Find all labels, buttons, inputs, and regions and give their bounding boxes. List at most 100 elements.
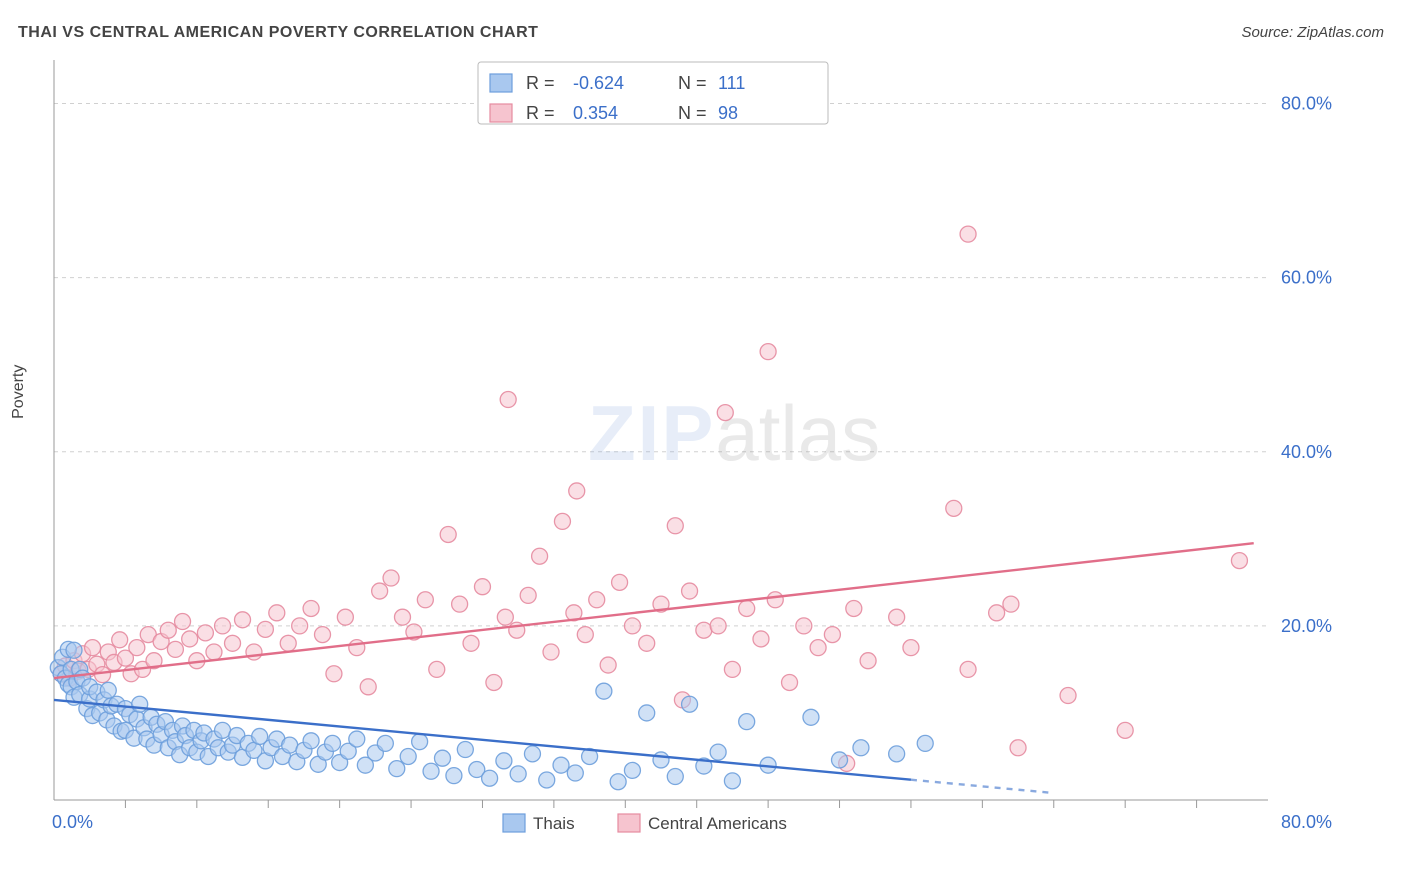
data-point xyxy=(860,653,876,669)
data-point xyxy=(394,609,410,625)
data-point xyxy=(325,735,341,751)
data-point xyxy=(412,734,428,750)
data-point xyxy=(682,583,698,599)
chart-title: THAI VS CENTRAL AMERICAN POVERTY CORRELA… xyxy=(18,24,538,42)
data-point xyxy=(66,642,82,658)
y-axis-label: Poverty xyxy=(10,365,28,419)
x-max-label: 80.0% xyxy=(1281,812,1332,832)
data-point xyxy=(423,763,439,779)
data-point xyxy=(946,500,962,516)
data-point xyxy=(303,600,319,616)
data-point xyxy=(960,226,976,242)
legend-n-label: N = xyxy=(678,73,707,93)
legend-n-value: 111 xyxy=(718,73,745,93)
data-point xyxy=(639,705,655,721)
data-point xyxy=(782,674,798,690)
y-tick-label: 40.0% xyxy=(1281,442,1332,462)
data-point xyxy=(612,574,628,590)
data-point xyxy=(389,761,405,777)
data-point xyxy=(1231,553,1247,569)
y-tick-label: 80.0% xyxy=(1281,94,1332,114)
data-point xyxy=(132,696,148,712)
data-point xyxy=(429,661,445,677)
legend-n-value: 98 xyxy=(718,103,738,123)
data-point xyxy=(500,392,516,408)
data-point xyxy=(824,627,840,643)
data-point xyxy=(696,622,712,638)
data-point xyxy=(326,666,342,682)
data-point xyxy=(682,696,698,712)
data-point xyxy=(710,618,726,634)
data-point xyxy=(282,737,298,753)
trend-line-pink xyxy=(54,543,1254,678)
data-point xyxy=(810,640,826,656)
data-point xyxy=(653,752,669,768)
data-point xyxy=(463,635,479,651)
data-point xyxy=(167,641,183,657)
data-point xyxy=(457,742,473,758)
data-point xyxy=(917,735,933,751)
data-point xyxy=(739,714,755,730)
data-point xyxy=(1060,688,1076,704)
data-point xyxy=(85,640,101,656)
data-point xyxy=(400,748,416,764)
data-point xyxy=(569,483,585,499)
data-point xyxy=(624,762,640,778)
data-point xyxy=(803,709,819,725)
data-point xyxy=(215,722,231,738)
data-point xyxy=(760,344,776,360)
data-point xyxy=(497,609,513,625)
data-point xyxy=(889,609,905,625)
data-point xyxy=(1117,722,1133,738)
data-point xyxy=(434,750,450,766)
data-point xyxy=(197,625,213,641)
data-point xyxy=(1003,596,1019,612)
data-point xyxy=(853,740,869,756)
data-point xyxy=(100,682,116,698)
data-point xyxy=(577,627,593,643)
data-point xyxy=(846,600,862,616)
legend-r-label: R = xyxy=(526,103,555,123)
data-point xyxy=(710,744,726,760)
data-point xyxy=(596,683,612,699)
data-point xyxy=(95,667,111,683)
data-point xyxy=(960,661,976,677)
legend-swatch xyxy=(490,74,512,92)
data-point xyxy=(257,621,273,637)
data-point xyxy=(767,592,783,608)
data-point xyxy=(832,752,848,768)
data-point xyxy=(440,526,456,542)
data-point xyxy=(417,592,433,608)
data-point xyxy=(554,513,570,529)
data-point xyxy=(175,614,191,630)
data-point xyxy=(486,674,502,690)
trend-line-blue-dashed xyxy=(911,780,1054,793)
data-point xyxy=(474,579,490,595)
data-point xyxy=(524,746,540,762)
data-point xyxy=(303,733,319,749)
legend-swatch xyxy=(503,814,525,832)
data-point xyxy=(717,405,733,421)
data-point xyxy=(539,772,555,788)
legend-swatch xyxy=(618,814,640,832)
data-point xyxy=(452,596,468,612)
source-label: Source: ZipAtlas.com xyxy=(1241,24,1384,41)
data-point xyxy=(206,644,222,660)
data-point xyxy=(280,635,296,651)
data-point xyxy=(446,768,462,784)
data-point xyxy=(903,640,919,656)
data-point xyxy=(482,770,498,786)
data-point xyxy=(639,635,655,651)
data-point xyxy=(543,644,559,660)
data-point xyxy=(510,766,526,782)
data-point xyxy=(567,765,583,781)
data-point xyxy=(796,618,812,634)
data-point xyxy=(112,632,128,648)
data-point xyxy=(349,640,365,656)
data-point xyxy=(182,631,198,647)
scatter-plot: ZIPatlas R =-0.624N =111R =0.354N =98 Th… xyxy=(48,60,1338,840)
data-point xyxy=(372,583,388,599)
legend-label: Thais xyxy=(533,814,575,833)
x-min-label: 0.0% xyxy=(52,812,93,832)
y-tick-label: 20.0% xyxy=(1281,616,1332,636)
